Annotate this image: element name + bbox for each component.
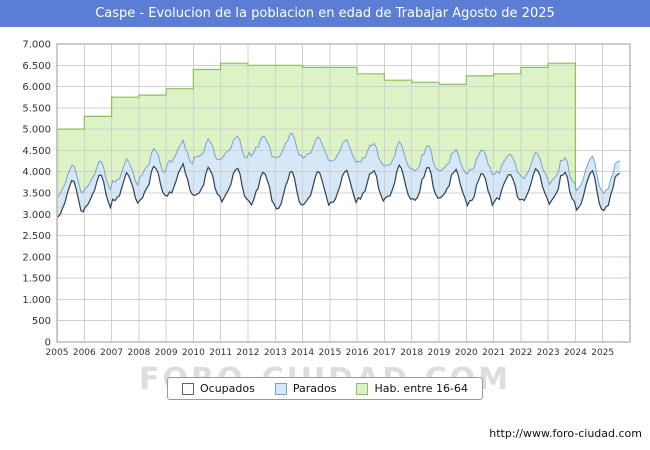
- svg-text:2018: 2018: [400, 348, 423, 358]
- svg-text:7.000: 7.000: [22, 40, 51, 51]
- svg-text:4.500: 4.500: [22, 146, 51, 157]
- svg-text:5.000: 5.000: [22, 125, 51, 136]
- parados-swatch: [274, 382, 287, 395]
- svg-text:4.000: 4.000: [22, 167, 51, 178]
- svg-text:1.000: 1.000: [22, 295, 51, 306]
- svg-text:2007: 2007: [100, 348, 123, 358]
- svg-text:2.000: 2.000: [22, 252, 51, 263]
- svg-text:2011: 2011: [209, 348, 232, 358]
- ocupados-swatch: [181, 382, 194, 395]
- svg-text:2016: 2016: [346, 348, 369, 358]
- svg-text:2.500: 2.500: [22, 231, 51, 242]
- svg-text:0: 0: [45, 338, 51, 349]
- hab-16-64-swatch: [356, 382, 369, 395]
- svg-text:2010: 2010: [182, 348, 205, 358]
- legend-label-hab-16-64: Hab. entre 16-64: [374, 382, 469, 395]
- svg-text:2020: 2020: [455, 348, 478, 358]
- svg-text:2013: 2013: [264, 348, 287, 358]
- svg-text:2021: 2021: [482, 348, 505, 358]
- svg-text:2022: 2022: [509, 348, 532, 358]
- footer-url[interactable]: http://www.foro-ciudad.com: [489, 427, 642, 440]
- svg-text:1.500: 1.500: [22, 274, 51, 285]
- svg-text:2005: 2005: [46, 348, 69, 358]
- svg-text:3.500: 3.500: [22, 189, 51, 200]
- svg-text:2017: 2017: [373, 348, 396, 358]
- legend-item-ocupados: Ocupados: [181, 382, 255, 395]
- legend: Ocupados Parados Hab. entre 16-64: [166, 377, 484, 400]
- svg-text:2009: 2009: [155, 348, 178, 358]
- svg-text:2023: 2023: [537, 348, 560, 358]
- svg-text:2019: 2019: [428, 348, 451, 358]
- svg-text:2008: 2008: [127, 348, 150, 358]
- legend-item-parados: Parados: [274, 382, 337, 395]
- svg-text:2025: 2025: [591, 348, 614, 358]
- legend-label-parados: Parados: [292, 382, 337, 395]
- legend-item-hab-16-64: Hab. entre 16-64: [356, 382, 468, 395]
- svg-text:2006: 2006: [73, 348, 96, 358]
- svg-text:2014: 2014: [291, 348, 314, 358]
- svg-text:6.500: 6.500: [22, 61, 51, 72]
- svg-text:2015: 2015: [318, 348, 341, 358]
- svg-text:5.500: 5.500: [22, 103, 51, 114]
- svg-text:500: 500: [32, 316, 51, 327]
- svg-text:6.000: 6.000: [22, 82, 51, 93]
- svg-text:2012: 2012: [237, 348, 260, 358]
- legend-label-ocupados: Ocupados: [199, 382, 255, 395]
- title-bar: Caspe - Evolucion de la poblacion en eda…: [0, 0, 650, 27]
- svg-text:3.000: 3.000: [22, 210, 51, 221]
- svg-text:2024: 2024: [564, 348, 587, 358]
- chart-title: Caspe - Evolucion de la poblacion en eda…: [95, 6, 555, 21]
